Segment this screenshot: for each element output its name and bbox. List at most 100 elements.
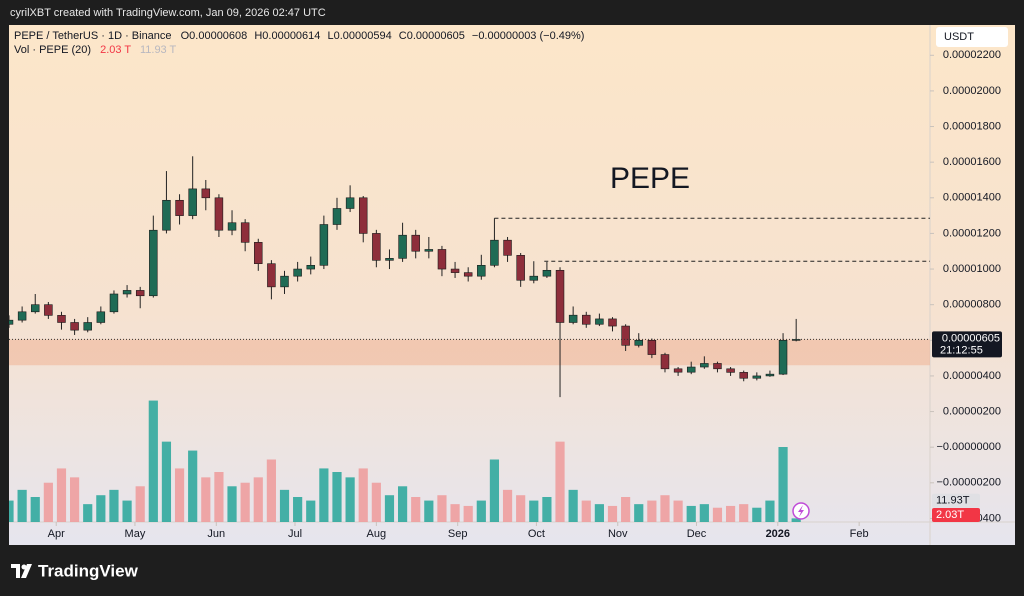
candle-body — [44, 304, 53, 316]
currency-button[interactable] — [936, 27, 1008, 47]
candle-body — [135, 290, 145, 297]
volume-bar — [148, 400, 158, 522]
volume-bar — [411, 497, 421, 522]
volume-tag — [932, 493, 980, 508]
last-price-tag — [932, 331, 1002, 358]
candle-body — [739, 372, 748, 379]
volume-bar — [174, 468, 185, 522]
volume-bar — [240, 482, 250, 522]
candle-body — [227, 222, 237, 231]
candle-body — [306, 265, 315, 270]
ohlc-close: C0.00000605 — [399, 30, 465, 42]
candle-body — [726, 368, 735, 373]
y-tick-label: −0.00000000 — [936, 441, 1001, 453]
candle-body — [280, 275, 289, 288]
candle-body — [149, 229, 158, 297]
volume-line: Vol · PEPE (20) 2.03 T 11.93 T — [14, 44, 177, 56]
x-tick-label: Jun — [207, 528, 225, 540]
candle-body — [516, 255, 525, 281]
volume-bar — [712, 507, 723, 522]
countdown: 21:12:55 — [940, 344, 983, 356]
candle-body — [647, 340, 657, 355]
credit: cyrilXBT created with TradingView.com, J… — [10, 7, 326, 19]
candle-body — [621, 325, 630, 346]
y-tick-label: 0.00000400 — [943, 370, 1001, 382]
candle-body — [57, 315, 66, 323]
volume-bar — [424, 500, 434, 522]
volume-bar — [647, 500, 657, 522]
x-tick-label: Oct — [528, 528, 545, 540]
ohlc-change: −0.00000003 (−0.49%) — [472, 30, 585, 42]
volume-name: Vol · PEPE (20) — [14, 44, 91, 56]
candle-body — [503, 239, 512, 256]
candle-body — [752, 375, 762, 379]
brand-logo: TradingView — [11, 561, 139, 580]
chart-title: PEPE — [610, 162, 690, 195]
volume-bar — [9, 500, 14, 522]
volume-bar — [371, 482, 381, 522]
volume-bar — [516, 495, 526, 522]
axes: 0.00002200 0.00002000 0.00001800 0.00001600… — [48, 49, 1002, 540]
volume-ma: 11.93 T — [140, 44, 177, 56]
x-tick-label: May — [125, 528, 146, 540]
candle-body — [555, 269, 565, 323]
currency[interactable]: USDT — [944, 31, 974, 43]
volume-bar — [17, 489, 27, 522]
candle-body — [660, 354, 670, 370]
volume-bar — [201, 477, 211, 522]
volume-bar — [450, 504, 460, 522]
volume-tag — [932, 508, 980, 522]
volume-bar — [227, 486, 237, 522]
volume-bar — [161, 441, 172, 522]
x-tick-label: Dec — [687, 528, 707, 540]
candle-body — [595, 318, 604, 325]
candle-body — [778, 340, 788, 375]
y-tick-label: 0.00002000 — [943, 85, 1001, 97]
volume-bar — [43, 482, 53, 522]
volume-bar — [279, 489, 290, 522]
ohlc-high: H0.00000614 — [254, 30, 320, 42]
candle-body — [240, 222, 250, 243]
candle-body — [17, 311, 27, 321]
volume-bar — [214, 472, 224, 522]
x-tick-label: Apr — [48, 528, 65, 540]
y-tick-label: 0.00001200 — [943, 227, 1001, 239]
x-tick-label: Nov — [608, 528, 628, 540]
candle-body — [345, 197, 355, 209]
volume-bar — [188, 450, 198, 522]
candle-body — [582, 314, 591, 325]
y-tick-label: 0.00000200 — [943, 405, 1001, 417]
candle-body — [293, 268, 302, 277]
candle-body — [267, 263, 276, 288]
volume-bar — [135, 486, 145, 522]
candle-body — [490, 239, 499, 266]
volume-bar — [581, 500, 591, 522]
x-tick-label: Aug — [367, 528, 387, 540]
candle-body — [31, 304, 40, 313]
volume-bar — [83, 504, 93, 522]
volume-bar — [319, 468, 329, 522]
y-tick-label: 0.00001400 — [943, 192, 1001, 204]
candle-body — [332, 208, 342, 225]
volume-bar — [594, 504, 604, 522]
volume-bar — [332, 472, 342, 522]
candle-body — [424, 249, 434, 252]
volume-bar — [397, 486, 408, 522]
volume-bar — [109, 489, 119, 522]
candle-body — [542, 269, 552, 277]
volume-bar — [476, 500, 486, 522]
symbol: PEPE / TetherUS · 1D · Binance — [14, 30, 172, 42]
candle-body — [214, 197, 224, 231]
candle-body — [700, 363, 709, 368]
candle-body — [673, 368, 683, 373]
header-line: PEPE / TetherUS · 1D · Binance O0.000006… — [14, 30, 584, 42]
volume-bar — [358, 468, 368, 522]
x-tick-label: Sep — [448, 528, 468, 540]
volume-bar — [70, 477, 80, 522]
volume-bar — [778, 447, 788, 522]
volume-bar — [437, 495, 447, 522]
volume-bar — [502, 489, 513, 522]
volume-bar — [725, 505, 736, 522]
candle-body — [411, 234, 420, 252]
